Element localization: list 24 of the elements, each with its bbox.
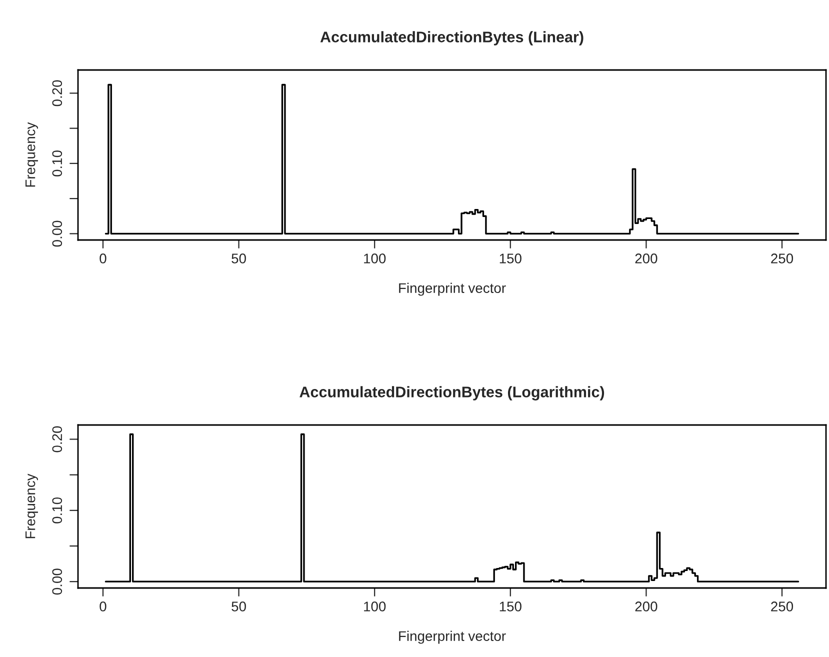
x-tick-label: 150 — [500, 254, 522, 264]
y-tick-label: 0.00 — [52, 220, 62, 247]
chart-title: AccumulatedDirectionBytes (Logarithmic) — [300, 386, 604, 400]
x-tick-label: 0 — [100, 602, 106, 612]
x-tick-label: 100 — [364, 602, 386, 612]
x-tick-label: 150 — [500, 602, 522, 612]
x-tick-label: 250 — [771, 254, 794, 264]
x-tick-label: 200 — [635, 254, 658, 264]
y-tick-label: 0.10 — [52, 150, 62, 176]
y-tick-label: 0.20 — [52, 426, 62, 452]
x-tick-label: 200 — [635, 602, 658, 612]
x-tick-label: 100 — [364, 254, 386, 264]
x-axis-title: Fingerprint vector — [399, 282, 506, 296]
x-tick-label: 0 — [100, 254, 106, 264]
y-tick-label: 0.00 — [52, 568, 62, 595]
y-tick-label: 0.20 — [52, 80, 62, 106]
y-axis-title: Frequency — [26, 474, 38, 538]
x-tick-label: 250 — [771, 602, 794, 612]
x-axis-title: Fingerprint vector — [399, 630, 506, 644]
y-axis-title: Frequency — [26, 122, 38, 187]
x-tick-label: 50 — [232, 602, 246, 612]
x-tick-label: 50 — [232, 254, 246, 264]
chart-title: AccumulatedDirectionBytes (Linear) — [320, 31, 584, 46]
y-tick-label: 0.10 — [52, 497, 62, 524]
